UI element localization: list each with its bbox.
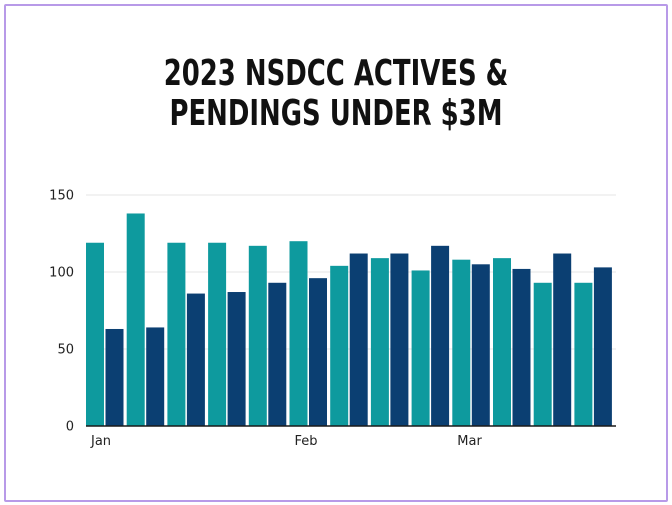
bar-series-2-group-7	[349, 253, 368, 426]
chart-title-line-2: PENDINGS UNDER $3M	[169, 93, 503, 134]
bar-series-2-group-5	[268, 282, 287, 426]
bar-series-1-group-13	[574, 282, 593, 426]
bar-series-2-group-2	[146, 327, 165, 426]
bar-series-1-group-6	[289, 241, 308, 426]
x-tick-label-mar: Mar	[457, 434, 482, 449]
bar-series-2-group-9	[431, 245, 450, 426]
bar-series-2-group-13	[593, 267, 612, 426]
bar-series-1-group-7	[330, 265, 349, 426]
bar-series-2-group-1	[105, 328, 124, 426]
bar-series-2-group-8	[390, 253, 409, 426]
y-tick-label: 0	[66, 420, 74, 435]
bar-series-2-group-11	[512, 268, 531, 426]
bar-series-1-group-1	[86, 242, 104, 426]
y-tick-label: 100	[49, 266, 74, 281]
bar-series-1-group-4	[208, 242, 227, 426]
bar-series-2-group-4	[227, 292, 246, 426]
y-tick-label: 50	[57, 343, 74, 358]
chart-title-line-1: 2023 NSDCC ACTIVES &	[163, 53, 509, 94]
bar-series-1-group-2	[126, 213, 145, 426]
x-tick-label-jan: Jan	[90, 434, 111, 449]
x-tick-label-feb: Feb	[295, 434, 318, 449]
bar-series-2-group-12	[553, 253, 572, 426]
bar-series-2-group-3	[186, 293, 205, 426]
bar-series-2-group-6	[309, 278, 327, 426]
bar-series-1-group-11	[493, 258, 511, 426]
y-tick-label: 150	[49, 189, 74, 204]
chart-title: 2023 NSDCC ACTIVES & PENDINGS UNDER $3M	[0, 54, 672, 134]
bar-series-1-group-9	[411, 270, 430, 426]
bar-series-1-group-5	[248, 245, 267, 426]
bar-series-1-group-3	[167, 242, 186, 426]
bar-series-2-group-10	[471, 264, 490, 426]
bar-series-1-group-12	[533, 282, 552, 426]
bar-series-1-group-8	[370, 258, 389, 426]
bar-series-1-group-10	[452, 259, 471, 426]
